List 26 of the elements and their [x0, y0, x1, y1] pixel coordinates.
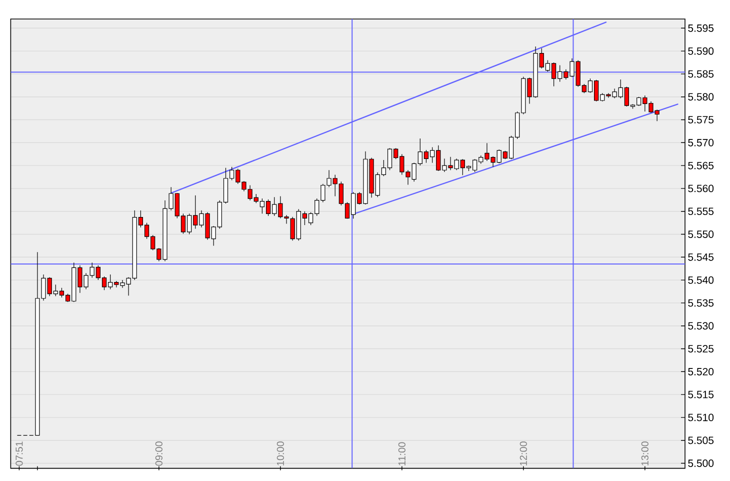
y-tick-label: 5.555 [688, 208, 714, 216]
y-tick-label: 5.510 [688, 414, 714, 422]
y-tick-label: 5.575 [688, 116, 714, 124]
y-tick-label: 5.500 [688, 460, 714, 467]
x-tick-label: 10:00 [276, 441, 284, 466]
y-tick-label: 5.515 [688, 390, 714, 398]
y-tick-label: 5.525 [688, 345, 714, 352]
x-tick-label: 09:00 [155, 441, 162, 466]
y-tick-label: 5.580 [688, 93, 714, 101]
x-tick-label: 07:51 [16, 442, 23, 466]
y-tick-label: 5.595 [688, 24, 714, 32]
x-tick-label: 12:00 [520, 441, 527, 466]
y-tick-label: 5.540 [688, 276, 714, 284]
y-tick-label: 5.535 [688, 299, 714, 307]
y-tick-label: 5.550 [688, 230, 714, 238]
y-tick-label: 5.570 [688, 138, 714, 146]
y-tick-label: 5.590 [688, 47, 714, 55]
x-tick-label: 11:00 [398, 442, 406, 466]
y-tick-label: 5.585 [688, 70, 714, 78]
y-tick-label: 5.560 [688, 184, 714, 192]
x-tick-label: 13:00 [641, 441, 648, 466]
y-tick-label: 5.530 [688, 322, 714, 330]
y-tick-label: 5.505 [688, 436, 714, 444]
y-tick-label: 5.565 [688, 162, 714, 170]
y-tick-label: 5.520 [688, 368, 714, 376]
y-tick-label: 5.545 [688, 253, 714, 261]
